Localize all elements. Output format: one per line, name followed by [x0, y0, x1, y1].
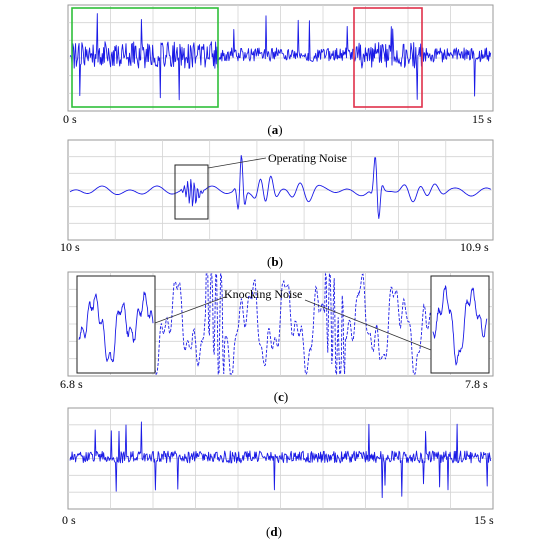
panel-c-right-inset	[430, 275, 490, 374]
panel-d-waveform	[69, 421, 492, 499]
panel-b-waveform	[69, 155, 492, 219]
panel-b: Operating Noise 10 s 10.9 s (b)	[60, 139, 494, 269]
panel-c: Knocking Noise 6.8 s 7.8 s (c)	[60, 271, 494, 404]
panel-b-operating-noise-box	[174, 164, 209, 220]
panel-a-red-highlight-box	[353, 7, 423, 108]
panel-c-leader-right	[304, 299, 432, 351]
panel-d-start-label: 0 s	[62, 513, 76, 527]
panel-b-caption: (b)	[267, 254, 283, 269]
panel-c-left-inset-waveform	[78, 291, 154, 363]
panel-a-start-label: 0 s	[63, 112, 77, 126]
panel-c-waveform	[154, 272, 431, 375]
panel-c-caption: (c)	[274, 389, 288, 404]
panel-c-annotation: Knocking Noise	[224, 287, 302, 301]
panel-a-waveform	[69, 13, 492, 101]
panel-d: 0 s 15 s (d)	[62, 407, 494, 539]
panel-c-leader-left	[154, 296, 226, 324]
panel-b-start-label: 10 s	[60, 240, 80, 254]
panel-c-end-label: 7.8 s	[465, 377, 488, 391]
panel-b-annotation-leader	[207, 157, 267, 169]
panel-b-grid	[68, 140, 493, 240]
panel-b-annotation: Operating Noise	[268, 151, 347, 165]
panel-a-green-highlight-box	[71, 7, 219, 108]
panel-d-end-label: 15 s	[474, 513, 494, 527]
panel-d-caption: (d)	[266, 524, 282, 539]
panel-c-start-label: 6.8 s	[60, 377, 83, 391]
panel-c-right-inset-waveform	[432, 285, 488, 366]
panel-a-end-label: 15 s	[472, 112, 492, 126]
panel-a: 0 s 15 s (a)	[63, 4, 494, 137]
panel-a-caption: (a)	[267, 122, 282, 137]
panel-b-end-label: 10.9 s	[460, 240, 489, 254]
